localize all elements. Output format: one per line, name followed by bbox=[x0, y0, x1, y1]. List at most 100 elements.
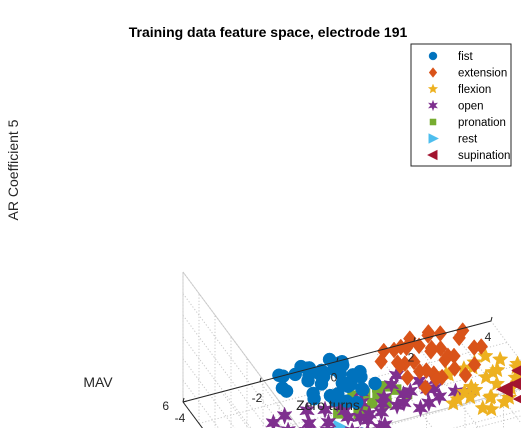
point-open bbox=[412, 398, 429, 418]
point-fist bbox=[275, 381, 290, 395]
x-tick-mark bbox=[182, 397, 185, 403]
point-fist bbox=[350, 395, 364, 410]
x-tick-mark bbox=[490, 316, 493, 322]
x-tick-label: 0 bbox=[331, 371, 338, 385]
y-tick-mark bbox=[182, 400, 188, 403]
x-tick-label: 4 bbox=[485, 330, 492, 344]
legend-box bbox=[410, 43, 512, 167]
point-extension bbox=[433, 340, 448, 357]
point-open bbox=[276, 406, 293, 425]
point-extension bbox=[447, 360, 462, 377]
point-open bbox=[299, 401, 316, 420]
x-tick-label: -4 bbox=[175, 411, 186, 425]
data-points bbox=[265, 322, 521, 428]
legend-label-fist: fist bbox=[458, 51, 474, 63]
point-fist bbox=[323, 388, 338, 403]
point-supination bbox=[511, 365, 521, 376]
legend-marker-flexion bbox=[427, 83, 439, 94]
x-tick-mark bbox=[413, 337, 416, 342]
point-open bbox=[383, 375, 400, 395]
legend-label-pronation: pronation bbox=[458, 117, 506, 129]
point-open bbox=[300, 414, 317, 428]
side-wall-grid-line bbox=[182, 271, 300, 428]
point-extension bbox=[393, 357, 407, 375]
point-fist bbox=[346, 368, 360, 382]
point-fist bbox=[368, 376, 382, 391]
point-flexion bbox=[474, 399, 492, 416]
point-flexion bbox=[481, 389, 499, 405]
side-wall-grid-line bbox=[182, 336, 252, 428]
point-supination bbox=[512, 394, 521, 404]
side-wall-grid-line bbox=[182, 380, 220, 428]
legend-label-flexion: flexion bbox=[458, 84, 491, 96]
point-open bbox=[371, 418, 388, 428]
point-open bbox=[298, 422, 315, 428]
x-tick-mark bbox=[336, 357, 339, 362]
point-open bbox=[388, 366, 405, 385]
point-flexion bbox=[488, 375, 506, 391]
point-supination bbox=[495, 380, 513, 398]
side-wall-grid-line bbox=[182, 293, 284, 428]
point-open bbox=[320, 413, 337, 428]
legend-marker-fist bbox=[428, 51, 438, 61]
point-open bbox=[280, 421, 297, 428]
point-extension bbox=[419, 362, 434, 379]
legend-label-extension: extension bbox=[458, 68, 507, 80]
legend-label-supination: supination bbox=[458, 150, 510, 162]
point-open bbox=[374, 394, 391, 413]
point-extension bbox=[467, 356, 482, 374]
point-fist bbox=[322, 352, 337, 367]
point-extension bbox=[429, 370, 444, 388]
floor-grid-line bbox=[490, 320, 521, 363]
axes-front-edges bbox=[182, 316, 493, 428]
point-flexion bbox=[483, 400, 500, 417]
floor-grid-line bbox=[182, 401, 203, 428]
floor-grid-line bbox=[221, 391, 250, 428]
legend: fist extension flexion open pronation rest sup… bbox=[410, 43, 512, 167]
back-pane-edge bbox=[369, 388, 521, 428]
point-supination bbox=[509, 378, 521, 391]
point-open bbox=[344, 421, 361, 428]
legend-label-open: open bbox=[458, 101, 484, 113]
x-axis-label: Zero turns bbox=[296, 397, 360, 413]
x-tick-mark bbox=[259, 377, 262, 382]
point-flexion bbox=[477, 347, 494, 364]
point-flexion bbox=[491, 350, 509, 367]
point-extension bbox=[458, 366, 473, 384]
point-flexion bbox=[462, 378, 480, 394]
chart-title: Training data feature space, electrode 1… bbox=[129, 24, 408, 40]
legend-marker-supination bbox=[427, 149, 438, 161]
point-extension bbox=[433, 325, 447, 342]
z-axis-label: AR Coefficient 5 bbox=[5, 119, 21, 220]
side-wall-grid-line bbox=[182, 401, 203, 428]
y-axis-label: MAV bbox=[83, 374, 113, 390]
point-extension bbox=[407, 353, 421, 371]
point-open bbox=[431, 387, 448, 406]
point-fist bbox=[307, 391, 321, 406]
point-flexion bbox=[488, 361, 506, 378]
point-open bbox=[352, 408, 369, 427]
legend-marker-rest bbox=[428, 133, 439, 144]
point-rest bbox=[333, 419, 350, 428]
point-extension bbox=[418, 379, 433, 396]
legend-marker-pronation bbox=[429, 118, 437, 126]
legend-marker-extension bbox=[428, 67, 438, 78]
side-wall-grid-line bbox=[182, 315, 268, 428]
side-wall-grid-line bbox=[182, 358, 236, 428]
point-open bbox=[402, 382, 419, 401]
point-extension bbox=[394, 338, 408, 356]
y-axis-line bbox=[182, 401, 203, 428]
point-flexion bbox=[444, 394, 462, 411]
point-extension bbox=[474, 338, 488, 355]
legend-marker-open bbox=[428, 99, 438, 112]
y-tick-label: 6 bbox=[162, 399, 169, 413]
point-extension bbox=[400, 369, 415, 386]
point-open bbox=[265, 413, 282, 428]
point-extension bbox=[374, 353, 388, 370]
x-tick-label: 2 bbox=[408, 350, 415, 364]
point-extension bbox=[424, 342, 438, 360]
floor-grid-line bbox=[259, 381, 296, 428]
x-tick-label: -2 bbox=[252, 391, 263, 405]
